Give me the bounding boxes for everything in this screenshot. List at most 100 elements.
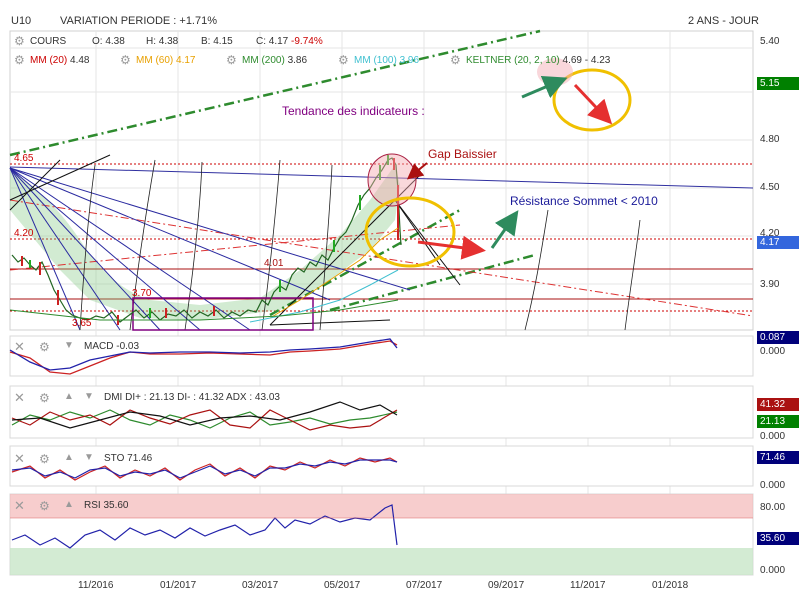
price-panel: [9, 30, 754, 331]
x-tick-7: 11/2017: [570, 580, 606, 591]
rsi-close-icon[interactable]: ✕: [14, 498, 25, 513]
sto-legend: STO 71.46: [104, 453, 153, 464]
candles-green: [29, 155, 389, 318]
dmi-down-icon[interactable]: ▼: [84, 391, 94, 402]
badge-high-bg: [757, 77, 799, 90]
dmi-up-icon[interactable]: ▲: [64, 391, 74, 402]
period-label[interactable]: 2 ANS - JOUR: [688, 15, 759, 27]
price-badge-high: 5.15: [760, 78, 780, 89]
x-tick-8: 01/2018: [652, 580, 689, 591]
keltner-gear-icon[interactable]: ⚙: [450, 53, 461, 67]
mm200-line: [9, 299, 399, 321]
mm100-gear-icon[interactable]: ⚙: [338, 53, 349, 67]
mm20-legend: MM (20) 4.48: [30, 55, 90, 66]
rsi-gear-icon[interactable]: ⚙: [39, 499, 50, 513]
dmi-gear-icon[interactable]: ⚙: [39, 391, 50, 405]
sto-close-icon[interactable]: ✕: [14, 451, 25, 466]
tendance-label: Tendance des indicateurs :: [282, 104, 425, 118]
dmi-zero: 0.000: [760, 431, 786, 442]
close-value: C: 4.17 -9.74%: [256, 36, 323, 47]
macd-badge: 0.087: [760, 332, 786, 343]
rsi-legend: RSI 35.60: [84, 500, 129, 511]
trend-lower: [329, 253, 536, 312]
rsi-oversold-zone: [10, 548, 753, 575]
mm200-legend: MM (200) 3.86: [242, 55, 308, 66]
level-365: 3.65: [72, 318, 92, 329]
arrow-down-red: [417, 235, 486, 260]
gap-highlight: [367, 153, 417, 207]
sto-zero: 0.000: [760, 480, 786, 491]
dmi-close-icon[interactable]: ✕: [14, 390, 25, 405]
mm20-gear-icon[interactable]: ⚙: [14, 53, 25, 67]
x-tick-2: 01/2017: [160, 580, 197, 591]
rsi-zero: 0.000: [760, 565, 786, 576]
price-line: [11, 157, 402, 323]
gap-label: Gap Baissier: [428, 147, 497, 161]
arrow-gap: [406, 162, 428, 180]
keltner-band: [10, 165, 400, 320]
level-465: 4.65: [14, 153, 34, 164]
low-value: B: 4.15: [201, 36, 233, 47]
symbol-title: U10: [11, 15, 32, 27]
arrow-trend-red: [573, 83, 613, 125]
arrow-up-green: [490, 210, 519, 249]
price-tick-420: 4.20: [760, 228, 780, 239]
price-tick-390: 3.90: [760, 279, 780, 290]
dmi-badge-plus: 21.13: [760, 416, 786, 427]
sto-badge: 71.46: [760, 452, 786, 463]
trend-mid: [269, 208, 461, 317]
badge-dmi-plus-bg: [757, 415, 799, 428]
rsi-badge: 35.60: [760, 533, 786, 544]
level-401: 4.01: [264, 258, 284, 269]
resistance-label: Résistance Sommet < 2010: [510, 194, 658, 208]
dmi-legend: DMI DI+ : 21.13 DI- : 41.32 ADX : 43.03: [104, 392, 280, 403]
macd-signal: [9, 340, 398, 375]
x-tick-6: 09/2017: [488, 580, 525, 591]
sto-up-icon[interactable]: ▲: [64, 452, 74, 463]
x-tick-3: 03/2017: [242, 580, 279, 591]
x-tick-5: 07/2017: [406, 580, 443, 591]
badge-macd-bg: [757, 331, 799, 344]
rsi-up-icon[interactable]: ▲: [64, 499, 74, 510]
cours-gear-icon[interactable]: ⚙: [14, 34, 25, 48]
candles-red: [21, 158, 399, 325]
rsi-overbought-zone: [10, 494, 753, 518]
fib-arcs: [79, 159, 641, 331]
sto-gear-icon[interactable]: ⚙: [39, 452, 50, 466]
consolidation-box: [132, 297, 314, 331]
dmi-badge-minus: 41.32: [760, 399, 786, 410]
price-tick-450: 4.50: [760, 182, 780, 193]
macd-close-icon[interactable]: ✕: [14, 339, 25, 354]
macd-down-icon[interactable]: ▼: [64, 340, 74, 351]
x-tick-4: 05/2017: [324, 580, 361, 591]
sto-fast: [11, 459, 398, 479]
focus-ellipse-trend: [552, 68, 632, 132]
price-badge-last: 4.17: [760, 237, 780, 248]
macd-legend: MACD -0.03: [84, 341, 140, 352]
level-420: 4.20: [14, 228, 34, 239]
open-value: O: 4.38: [92, 36, 125, 47]
level-370: 3.70: [132, 288, 152, 299]
badge-dmi-minus-bg: [757, 398, 799, 411]
keltner-legend: KELTNER (20, 2, 10) 4.69 - 4.23: [466, 55, 611, 66]
price-tick-540: 5.40: [760, 36, 780, 47]
dmi-adx: [11, 401, 398, 429]
x-tick-1: 11/2016: [78, 580, 114, 591]
dmi-minus: [11, 409, 398, 431]
badge-last-bg: [757, 236, 799, 249]
close-change: -9.74%: [291, 36, 323, 47]
sto-down-icon[interactable]: ▼: [84, 452, 94, 463]
sto-slow: [11, 457, 398, 481]
variation-period: VARIATION PERIODE : +1.71%: [60, 15, 218, 27]
mm200-gear-icon[interactable]: ⚙: [226, 53, 237, 67]
dmi-plus: [11, 409, 398, 429]
cours-label: COURS: [30, 36, 67, 47]
macd-gear-icon[interactable]: ⚙: [39, 340, 50, 354]
mm60-line: [269, 227, 399, 319]
arrow-trend-green: [521, 75, 568, 99]
rsi-80: 80.00: [760, 502, 786, 513]
price-tick-480: 4.80: [760, 134, 780, 145]
mm60-gear-icon[interactable]: ⚙: [120, 53, 131, 67]
